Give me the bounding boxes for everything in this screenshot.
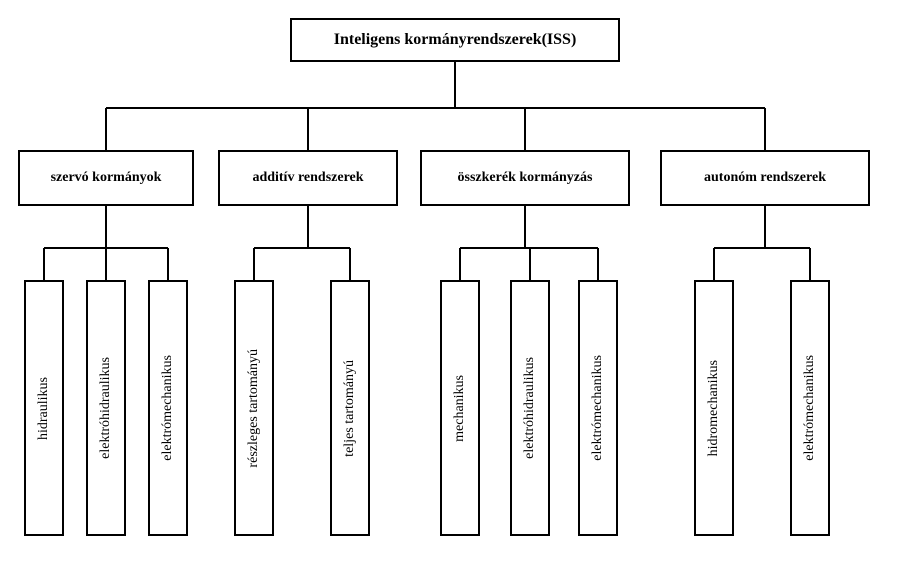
l2-label: részleges tartományú xyxy=(246,349,262,468)
l2-leaf: hidromechanikus xyxy=(694,280,734,536)
l2-label: mechanikus xyxy=(452,375,468,442)
l2-label: hidromechanikus xyxy=(706,360,722,456)
l2-leaf: hidraulikus xyxy=(24,280,64,536)
l2-leaf: teljes tartományú xyxy=(330,280,370,536)
l1-label: additív rendszerek xyxy=(252,170,363,186)
l2-label: elektróhidraulikus xyxy=(98,357,114,459)
l2-label: elektrómechanikus xyxy=(160,355,176,461)
l2-label: elektrómechanikus xyxy=(802,355,818,461)
l2-label: hidraulikus xyxy=(36,377,52,440)
root-label: Inteligens kormányrendszerek(ISS) xyxy=(334,31,577,49)
l2-label: elektrómechanikus xyxy=(590,355,606,461)
l1-label: összkerék kormányzás xyxy=(458,170,593,186)
l2-label: teljes tartományú xyxy=(342,360,358,457)
l2-leaf: mechanikus xyxy=(440,280,480,536)
l1-node-additiv: additív rendszerek xyxy=(218,150,398,206)
l1-node-auton: autonóm rendszerek xyxy=(660,150,870,206)
l2-leaf: elektrómechanikus xyxy=(148,280,188,536)
l1-label: autonóm rendszerek xyxy=(704,170,826,186)
l2-leaf: elektrómechanikus xyxy=(578,280,618,536)
l2-leaf: elektrómechanikus xyxy=(790,280,830,536)
l1-node-osszk: összkerék kormányzás xyxy=(420,150,630,206)
l1-label: szervó kormányok xyxy=(51,170,162,186)
l2-leaf: elektróhidraulikus xyxy=(86,280,126,536)
l2-leaf: elektróhidraulikus xyxy=(510,280,550,536)
l2-label: elektróhidraulikus xyxy=(522,357,538,459)
root-node: Inteligens kormányrendszerek(ISS) xyxy=(290,18,620,62)
l1-node-servo: szervó kormányok xyxy=(18,150,194,206)
l2-leaf: részleges tartományú xyxy=(234,280,274,536)
